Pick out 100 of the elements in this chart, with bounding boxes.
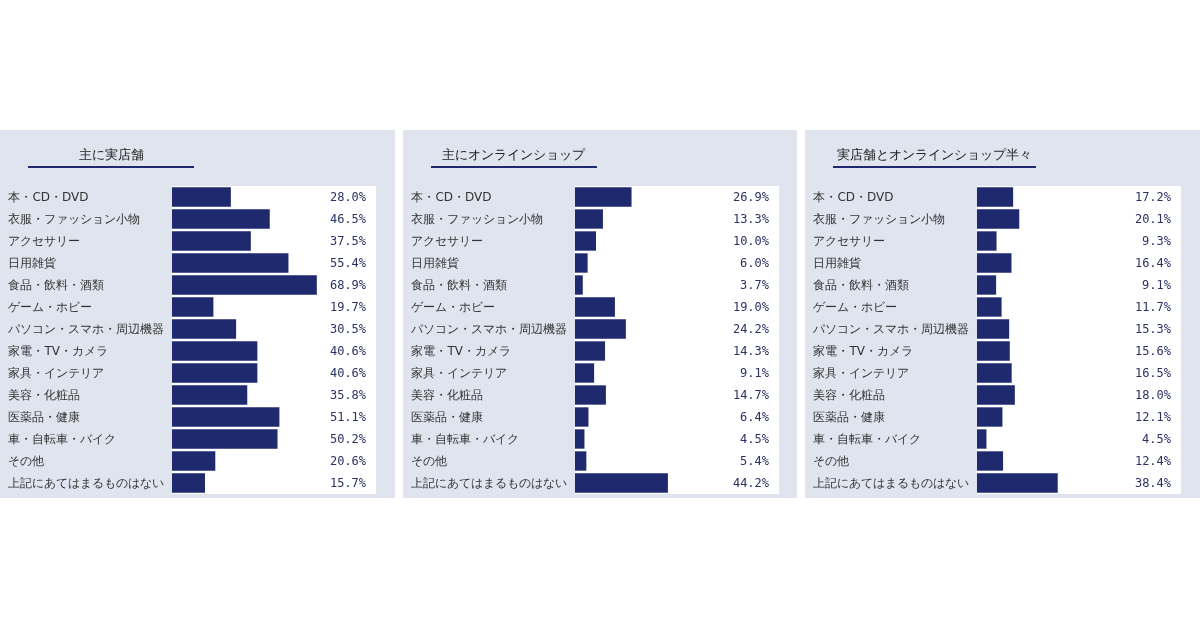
- y-tick-label: 家電・TV・カメラ: [8, 344, 109, 358]
- data-label: 40.6%: [329, 344, 367, 358]
- data-label: 19.7%: [329, 300, 367, 314]
- y-tick-label: 美容・化粧品: [813, 388, 886, 402]
- data-label: 51.1%: [329, 410, 367, 424]
- y-tick-label: その他: [813, 454, 850, 468]
- data-label: 20.6%: [329, 454, 367, 468]
- y-tick-label: ゲーム・ホビー: [411, 300, 496, 314]
- bar: [574, 407, 589, 427]
- data-label: 9.3%: [1142, 234, 1173, 248]
- y-tick-label: 美容・化粧品: [411, 388, 484, 402]
- y-tick-label: アクセサリー: [8, 234, 81, 248]
- y-tick-label: アクセサリー: [813, 234, 886, 248]
- data-label: 9.1%: [739, 366, 770, 380]
- bar: [977, 473, 1059, 493]
- bar: [977, 363, 1013, 383]
- bar: [574, 385, 606, 405]
- y-tick-label: パソコン・スマホ・周辺機器: [7, 322, 165, 336]
- data-label: 15.6%: [1135, 344, 1173, 358]
- data-label: 37.5%: [329, 234, 367, 248]
- y-tick-label: 食品・飲料・酒類: [411, 278, 508, 292]
- y-tick-label: 上記にあてはまるものはない: [8, 476, 165, 490]
- y-tick-label: その他: [411, 454, 448, 468]
- bar: [172, 473, 205, 493]
- y-tick-label: 家電・TV・カメラ: [411, 344, 511, 358]
- bar: [977, 187, 1014, 207]
- y-tick-label: 車・自転車・バイク: [411, 432, 520, 446]
- y-tick-label: 衣服・ファッション小物: [411, 212, 544, 226]
- y-tick-label: 食品・飲料・酒類: [8, 278, 105, 292]
- bar: [574, 231, 596, 251]
- y-tick-label: 衣服・ファッション小物: [8, 212, 141, 226]
- data-label: 18.0%: [1135, 388, 1173, 402]
- data-label: 55.4%: [329, 256, 367, 270]
- bar: [574, 253, 588, 273]
- chart-title: 主に実店舗: [78, 147, 144, 162]
- bar: [574, 473, 668, 493]
- y-tick-label: 家電・TV・カメラ: [813, 344, 914, 358]
- data-label: 46.5%: [329, 212, 367, 226]
- y-tick-label: 上記にあてはまるものはない: [411, 476, 568, 490]
- data-label: 35.8%: [329, 388, 367, 402]
- bar: [977, 231, 997, 251]
- y-tick-label: パソコン・スマホ・周辺機器: [410, 322, 568, 336]
- bar: [574, 341, 605, 361]
- y-tick-label: 本・CD・DVD: [411, 190, 492, 204]
- y-tick-label: 医薬品・健康: [8, 410, 81, 424]
- bar: [977, 451, 1004, 471]
- data-label: 20.1%: [1135, 212, 1173, 226]
- y-tick-label: パソコン・スマホ・周辺機器: [812, 322, 970, 336]
- bar: [977, 297, 1002, 317]
- bar: [977, 429, 987, 449]
- y-tick-label: アクセサリー: [411, 234, 484, 248]
- y-tick-label: 食品・飲料・酒類: [813, 278, 910, 292]
- data-label: 50.2%: [329, 432, 367, 446]
- bar: [172, 363, 258, 383]
- bar: [172, 385, 248, 405]
- y-tick-label: 車・自転車・バイク: [8, 432, 117, 446]
- bar: [574, 429, 585, 449]
- bar: [977, 341, 1011, 361]
- y-tick-label: ゲーム・ホビー: [813, 300, 898, 314]
- data-label: 13.3%: [732, 212, 770, 226]
- bar: [977, 209, 1020, 229]
- y-tick-label: 日用雑貨: [8, 256, 57, 270]
- bar: [574, 297, 615, 317]
- data-label: 5.4%: [739, 454, 770, 468]
- bar: [977, 253, 1012, 273]
- data-label: 17.2%: [1135, 190, 1173, 204]
- data-label: 26.9%: [732, 190, 770, 204]
- bar: [574, 451, 586, 471]
- bar: [574, 187, 632, 207]
- data-label: 38.4%: [1135, 476, 1173, 490]
- data-label: 10.0%: [732, 234, 770, 248]
- data-label: 14.3%: [732, 344, 770, 358]
- bar: [172, 341, 258, 361]
- data-label: 12.1%: [1135, 410, 1173, 424]
- data-label: 15.7%: [329, 476, 367, 490]
- y-tick-label: 医薬品・健康: [411, 410, 484, 424]
- bar: [172, 231, 251, 251]
- bar: [172, 297, 214, 317]
- bar: [172, 209, 270, 229]
- y-tick-label: 衣服・ファッション小物: [813, 212, 946, 226]
- bar: [172, 429, 278, 449]
- data-label: 9.1%: [1142, 278, 1173, 292]
- data-label: 14.7%: [732, 388, 770, 402]
- data-label: 19.0%: [732, 300, 770, 314]
- bar: [574, 209, 603, 229]
- bar: [172, 407, 280, 427]
- y-tick-label: ゲーム・ホビー: [8, 300, 93, 314]
- y-tick-label: 美容・化粧品: [8, 388, 81, 402]
- chart-title: 主にオンラインショップ: [442, 147, 586, 162]
- y-tick-label: その他: [8, 454, 45, 468]
- y-tick-label: 家具・インテリア: [8, 366, 105, 380]
- data-label: 12.4%: [1135, 454, 1173, 468]
- bar: [172, 319, 237, 339]
- bar: [574, 319, 626, 339]
- bar: [977, 407, 1003, 427]
- data-label: 68.9%: [329, 278, 367, 292]
- y-tick-label: 上記にあてはまるものはない: [813, 476, 970, 490]
- data-label: 6.4%: [739, 410, 770, 424]
- data-label: 4.5%: [739, 432, 770, 446]
- y-tick-label: 日用雑貨: [813, 256, 862, 270]
